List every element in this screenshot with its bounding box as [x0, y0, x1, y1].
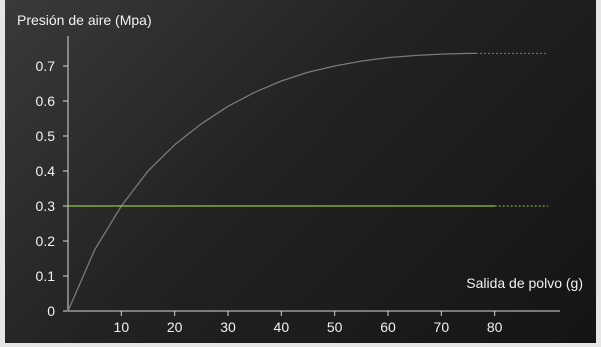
series-line-1 [67, 52, 476, 312]
y-tick-label: 0.1 [36, 268, 56, 284]
x-tick-label: 50 [327, 319, 343, 335]
x-tick-label: 70 [434, 319, 450, 335]
x-tick-label: 40 [274, 319, 290, 335]
y-tick-label: 0.5 [36, 128, 56, 144]
x-tick-label: 20 [167, 319, 183, 335]
x-tick-label: 80 [487, 319, 503, 335]
x-tick-label: 30 [220, 319, 236, 335]
y-tick-label: 0.6 [36, 93, 56, 109]
x-axis-label: Salida de polvo (g) [466, 275, 583, 291]
y-axis-label: Presión de aire (Mpa) [17, 12, 152, 28]
x-tick-label: 10 [114, 319, 130, 335]
y-tick-label: 0.7 [36, 58, 56, 74]
y-tick-label: 0.2 [36, 233, 56, 249]
y-tick-label: 0.4 [36, 163, 56, 179]
y-tick-label: 0.3 [36, 198, 56, 214]
x-tick-label: 60 [380, 319, 396, 335]
y-tick-label: 0 [47, 303, 55, 319]
